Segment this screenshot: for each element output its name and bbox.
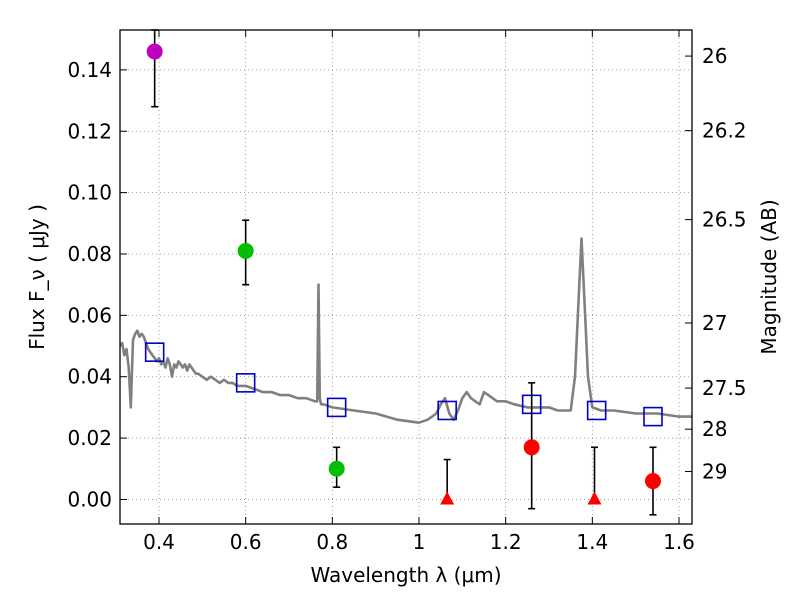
model-point-square [586, 400, 607, 421]
model-point-square [235, 373, 256, 393]
model-point-square [144, 342, 165, 362]
axis-ticks: 0.4 0.6 0.8 1 1.2 1.4 1.6 0.00 0.02 0.04 0.06 0.08 0… [67, 30, 747, 554]
observed-point [237, 242, 254, 259]
y-axis-title: Flux F_ν ( μJy ) [25, 204, 49, 350]
y2-axis-title: Magnitude (AB) [757, 199, 781, 354]
y2-tick-label: 26 [702, 44, 727, 68]
observed-point [146, 43, 163, 60]
y-tick-label: 0.10 [67, 181, 112, 205]
x-axis-title: Wavelength λ (μm) [310, 563, 501, 587]
y2-tick-label: 29 [702, 460, 727, 484]
y2-tick-label: 28 [702, 417, 727, 441]
y-tick-label: 0.14 [67, 58, 112, 82]
x-tick-label: 1.6 [663, 530, 695, 554]
plot-frame [119, 29, 693, 525]
upper-limit-triangle [440, 491, 455, 505]
y-tick-label: 0.02 [67, 426, 112, 450]
observed-point [523, 439, 540, 456]
y-tick-label: 0.06 [67, 303, 112, 327]
observed-point [645, 473, 661, 490]
model-point-square [643, 406, 663, 427]
observed-points-group [146, 29, 661, 516]
y-tick-label: 0.08 [67, 242, 112, 266]
observed-point [328, 460, 345, 477]
sed-model-curve [120, 237, 692, 425]
y-tick-label: 0.04 [67, 365, 112, 389]
x-tick-label: 0.6 [230, 530, 262, 554]
upper-limit-triangle [587, 491, 602, 505]
y-tick-label: 0.00 [67, 487, 112, 511]
x-tick-label: 0.4 [143, 530, 175, 554]
y2-tick-label: 26.2 [702, 119, 747, 143]
y-tick-label: 0.12 [67, 119, 112, 143]
model-point-square [437, 400, 457, 421]
sed-model-curve-group [120, 237, 692, 425]
x-tick-label: 1 [413, 530, 426, 554]
y2-tick-label: 27 [702, 311, 727, 335]
x-tick-label: 1.2 [490, 530, 522, 554]
y2-tick-label: 27.5 [702, 376, 747, 400]
model-point-square [326, 397, 347, 418]
x-tick-label: 1.4 [576, 530, 608, 554]
y2-tick-label: 26.5 [702, 208, 747, 232]
x-tick-label: 0.8 [316, 530, 348, 554]
